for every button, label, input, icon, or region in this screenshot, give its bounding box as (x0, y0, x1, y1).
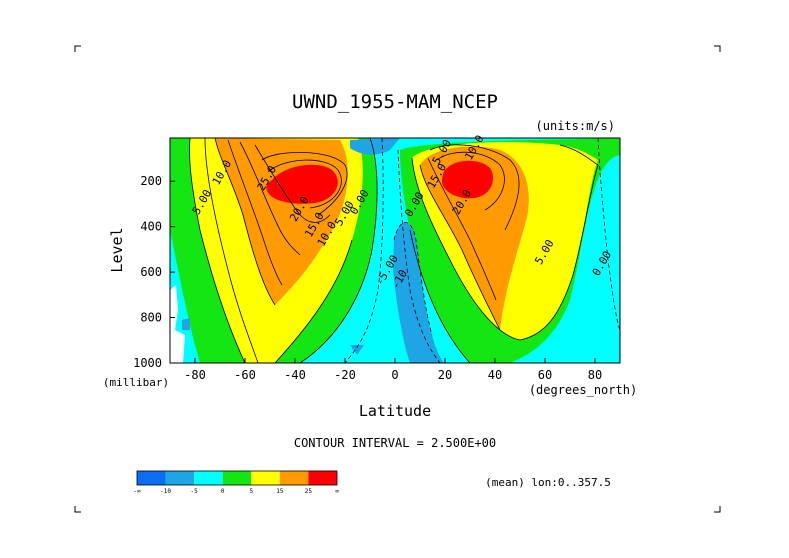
colorbar-label: 5 (249, 488, 253, 495)
x-axis-units: (degrees_north) (529, 383, 637, 397)
colorbar-swatch (137, 471, 166, 485)
x-tick-label: -80 (184, 368, 206, 382)
x-tick-label: -60 (234, 368, 256, 382)
contour-field (170, 138, 620, 363)
mean-longitude-note: (mean) lon:0..357.5 (485, 476, 611, 489)
chart-title: UWND_1955-MAM_NCEP (292, 91, 498, 113)
y-tick-label: 600 (140, 265, 162, 279)
y-axis-units: (millibar) (103, 376, 169, 389)
colorbar-label: 15 (276, 488, 284, 495)
x-tick-label: -20 (334, 368, 356, 382)
x-tick-label: 80 (588, 368, 602, 382)
colorbar-label: -10 (160, 488, 171, 495)
y-tick-label: 400 (140, 220, 162, 234)
colorbar-swatch (194, 471, 223, 485)
sh-blue-spot (350, 345, 364, 355)
y-axis: 200 400 600 800 1000 (133, 174, 175, 370)
y-tick-label: 800 (140, 311, 162, 325)
colorbar-label: -5 (191, 488, 199, 495)
x-tick-label: 20 (438, 368, 452, 382)
colorbar-swatch (251, 471, 280, 485)
colorbar-swatch (222, 471, 252, 485)
colorbar-swatch (308, 471, 337, 485)
missing-data-region (170, 285, 185, 363)
x-tick-label: 40 (488, 368, 502, 382)
colorbar-frame (136, 470, 338, 486)
y-tick-label: 200 (140, 174, 162, 188)
colorbar: -∞ -10 -5 0 5 15 25 ∞ (133, 470, 339, 495)
y-axis-title: Level (108, 227, 126, 272)
sh-polar-easterly (350, 138, 400, 155)
crop-marks (74, 45, 721, 513)
x-tick-label: 60 (538, 368, 552, 382)
sh-blue-left (182, 318, 190, 330)
colorbar-label: ∞ (335, 488, 339, 495)
colorbar-swatch (165, 471, 195, 485)
x-tick-label: -40 (284, 368, 306, 382)
sh-jet-red (266, 164, 338, 204)
x-axis-title: Latitude (359, 402, 431, 420)
nh-jet-red (442, 160, 494, 199)
colorbar-label: -∞ (133, 488, 141, 495)
contour-lines (189, 138, 620, 363)
y-tick-label: 1000 (133, 356, 162, 370)
units-label: (units:m/s) (536, 119, 615, 133)
colorbar-label: 25 (305, 488, 313, 495)
colorbar-label: 0 (221, 488, 225, 495)
colorbar-swatch (279, 471, 309, 485)
x-axis: -80 -60 -40 -20 0 20 40 60 80 (184, 358, 602, 382)
x-tick-label: 0 (391, 368, 398, 382)
contour-interval-note: CONTOUR INTERVAL = 2.500E+00 (294, 436, 496, 450)
